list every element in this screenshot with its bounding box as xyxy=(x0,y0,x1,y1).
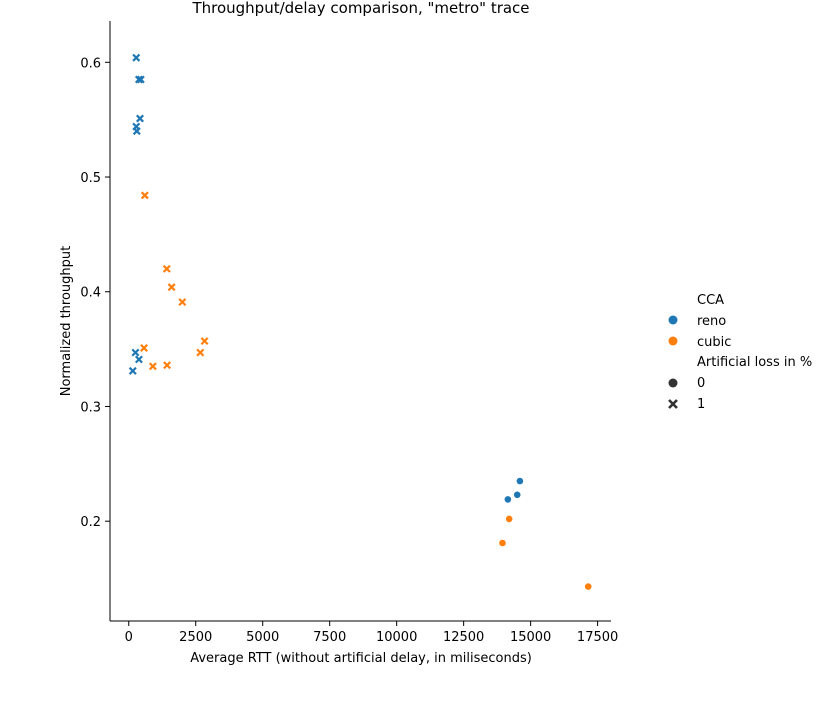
x-tick-label: 5000 xyxy=(246,630,279,645)
data-point-cubic-loss-1 xyxy=(162,264,171,273)
y-tick-label: 0.6 xyxy=(80,56,101,71)
data-point-reno-loss-1 xyxy=(136,114,144,123)
x-tick-label: 17500 xyxy=(577,630,618,645)
x-tick-label: 0 xyxy=(125,630,133,645)
data-point-cubic-loss-0 xyxy=(584,582,593,591)
legend-hue-title: CCA xyxy=(697,293,724,308)
data-point-reno-loss-1 xyxy=(132,53,141,62)
plot-area: 0 2500 5000 7500 10000 12500 15000 17500 0.2 0.3… xyxy=(80,21,618,645)
data-point-reno-loss-1 xyxy=(128,366,137,375)
y-tick-label: 0.3 xyxy=(80,400,101,415)
data-point-reno-loss-0 xyxy=(516,477,524,485)
x-axis-label: Average RTT (without artificial delay, i… xyxy=(190,651,532,666)
x-tick-label: 12500 xyxy=(443,630,484,645)
y-tick-label: 0.5 xyxy=(80,171,101,186)
data-point-cubic-loss-1 xyxy=(148,362,157,371)
legend-label-loss-0: 0 xyxy=(697,376,705,391)
data-point-cubic-loss-1 xyxy=(196,348,205,357)
legend-marker-loss-0 xyxy=(668,378,678,388)
legend-label-cubic: cubic xyxy=(697,335,731,350)
legend-marker-reno xyxy=(668,315,678,325)
data-point-reno-loss-1 xyxy=(132,127,141,136)
data-points xyxy=(128,53,593,591)
y-axis-label: Normalized throughput xyxy=(59,246,74,397)
legend-label-loss-1: 1 xyxy=(697,397,705,412)
y-tick-label: 0.2 xyxy=(80,515,101,530)
data-point-cubic-loss-0 xyxy=(498,539,507,547)
chart-title: Throughput/delay comparison, "metro" tra… xyxy=(191,0,529,17)
data-point-cubic-loss-1 xyxy=(140,191,149,200)
x-tick-label: 7500 xyxy=(313,630,346,645)
legend-marker-cubic xyxy=(668,336,678,346)
data-point-cubic-loss-0 xyxy=(505,514,514,523)
data-point-cubic-loss-1 xyxy=(167,283,176,292)
data-point-reno-loss-1 xyxy=(134,75,143,84)
y-ticks: 0.2 0.3 0.4 0.5 0.6 xyxy=(80,56,110,530)
x-tick-label: 10000 xyxy=(376,630,417,645)
x-ticks: 0 2500 5000 7500 10000 12500 15000 17500 xyxy=(125,621,618,645)
legend-marker-loss-1 xyxy=(668,399,678,409)
data-point-reno-loss-1 xyxy=(131,348,140,357)
data-point-cubic-loss-1 xyxy=(178,298,187,307)
data-point-cubic-loss-1 xyxy=(140,343,149,352)
data-point-reno-loss-0 xyxy=(513,490,522,499)
y-tick-label: 0.4 xyxy=(80,286,101,301)
legend: CCA reno cubic Artificial loss in % 0 1 xyxy=(668,293,812,412)
x-tick-label: 15000 xyxy=(510,630,551,645)
data-point-reno-loss-0 xyxy=(503,495,512,504)
data-point-reno-loss-1 xyxy=(134,355,143,364)
data-point-cubic-loss-1 xyxy=(163,361,172,370)
data-point-reno-loss-1 xyxy=(136,75,145,84)
legend-style-title: Artificial loss in % xyxy=(697,355,812,370)
data-point-cubic-loss-1 xyxy=(200,337,209,346)
x-tick-label: 2500 xyxy=(179,630,212,645)
legend-label-reno: reno xyxy=(697,314,726,329)
